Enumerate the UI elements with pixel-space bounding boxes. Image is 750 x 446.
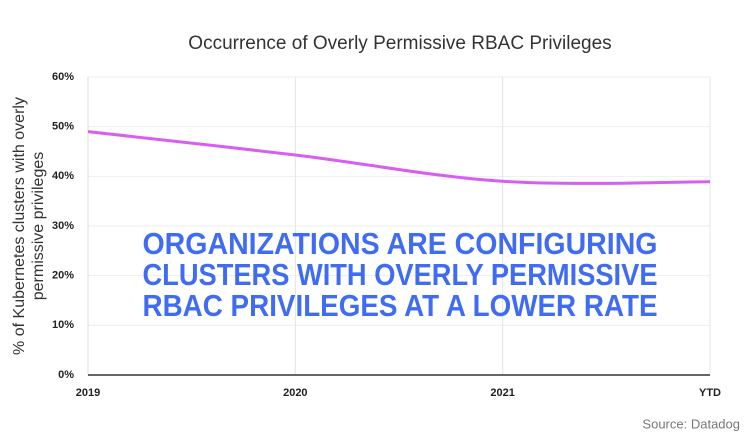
y-tick-label: 10%	[52, 319, 74, 331]
y-tick-label: 40%	[52, 170, 74, 182]
x-tick-label: 2020	[283, 387, 307, 399]
y-tick-label: 20%	[52, 270, 74, 282]
x-tick-label: 2019	[76, 387, 100, 399]
annotation: RBAC PRIVILEGES AT A LOWER RATE	[143, 288, 658, 323]
chart-title: Occurrence of Overly Permissive RBAC Pri…	[188, 33, 611, 54]
annotation: CLUSTERS WITH OVERLY PERMISSIVE	[143, 257, 658, 292]
y-axis-label: % of Kubernetes clusters with overly	[11, 97, 28, 355]
x-tick-label: YTD	[699, 387, 721, 399]
annotation: ORGANIZATIONS ARE CONFIGURING	[143, 226, 658, 261]
y-tick-label: 0%	[58, 369, 74, 381]
line-series	[87, 130, 711, 185]
y-tick-label: 50%	[52, 121, 74, 133]
y-axis-label: permissive privileges	[30, 152, 47, 301]
x-tick-label: 2021	[490, 387, 514, 399]
source: Source: Datadog	[642, 416, 740, 431]
y-tick-label: 60%	[52, 71, 74, 83]
y-tick-label: 30%	[52, 220, 74, 232]
